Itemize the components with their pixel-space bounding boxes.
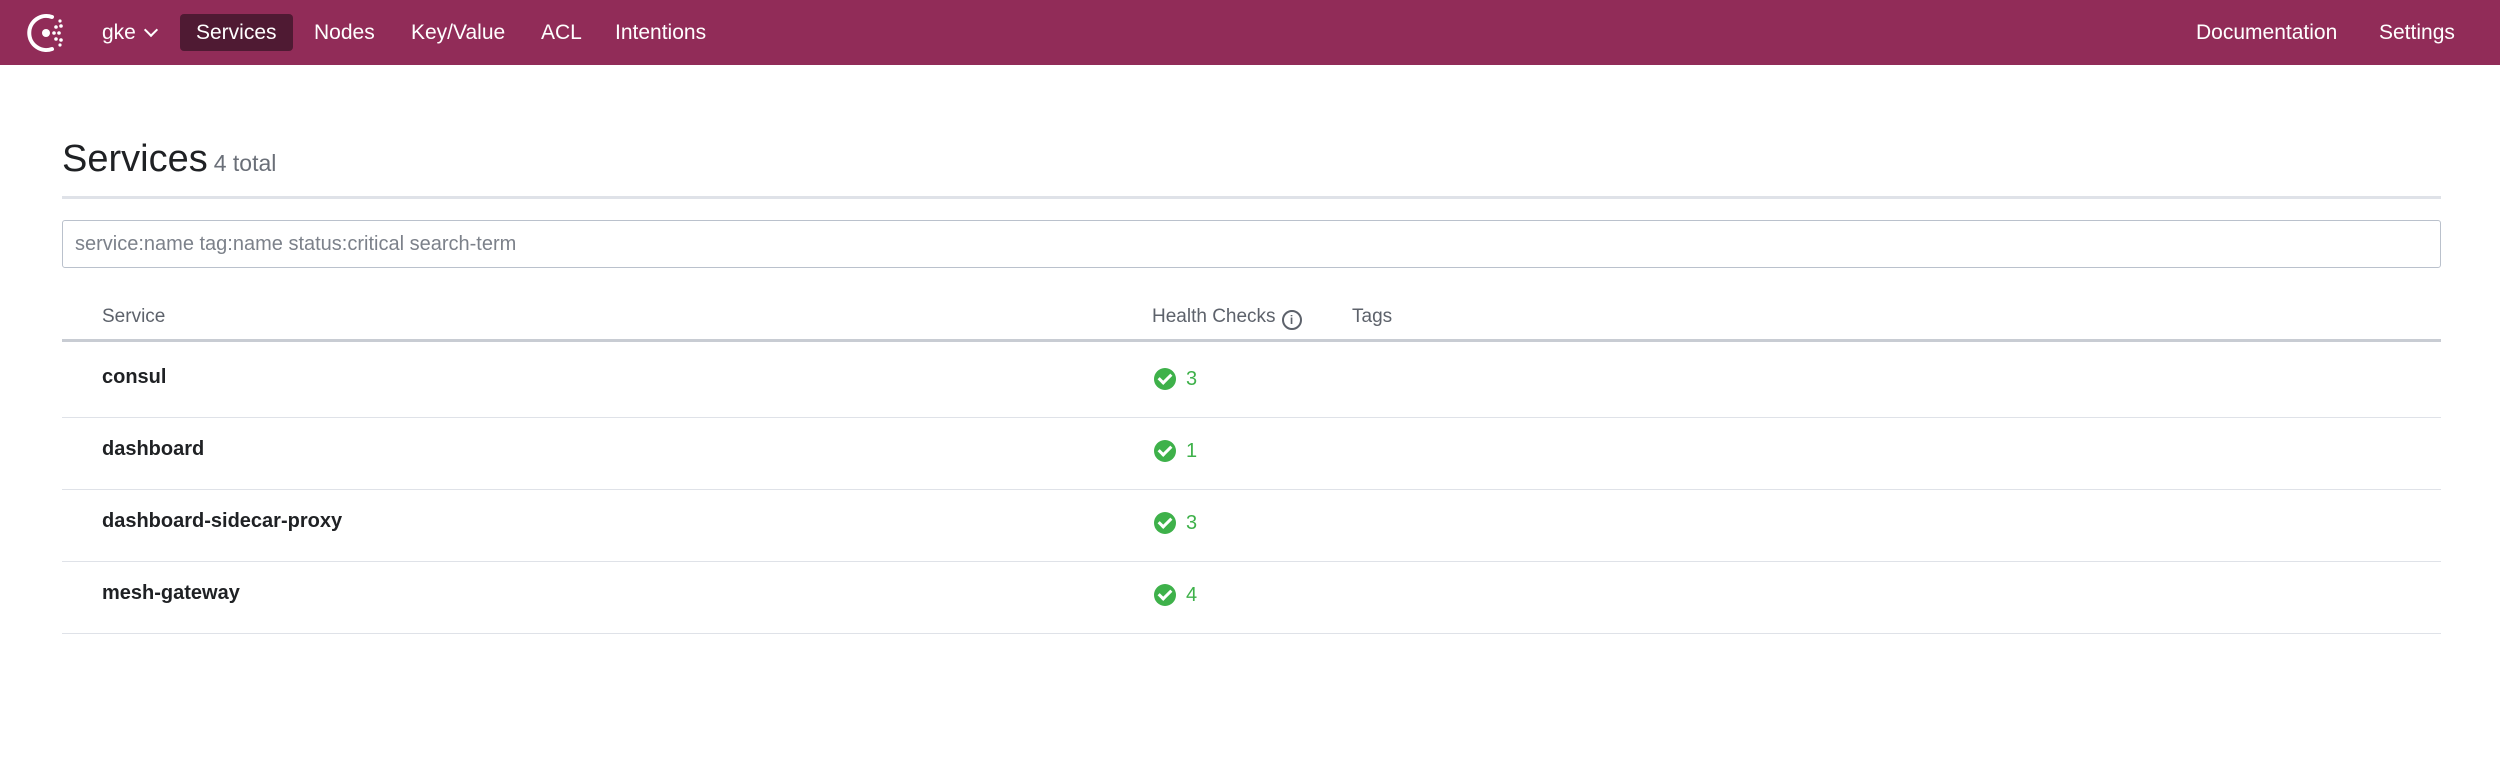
nav-acl[interactable]: ACL	[541, 21, 582, 44]
chevron-down-icon	[143, 22, 158, 38]
service-name[interactable]: mesh-gateway	[102, 582, 240, 604]
nav-documentation[interactable]: Documentation	[2196, 21, 2338, 44]
nav-key-value[interactable]: Key/Value	[411, 21, 506, 44]
health-check-count: 1	[1186, 439, 1198, 462]
health-checks: 3	[1154, 368, 1197, 390]
nav-nodes[interactable]: Nodes	[314, 21, 375, 44]
page-title: Services 4 total	[62, 138, 276, 181]
datacenter-dropdown[interactable]: gke	[86, 14, 172, 51]
table-row[interactable]: dashboard-sidecar-proxy 3	[62, 490, 2441, 562]
check-circle-icon	[1154, 512, 1176, 534]
table-row[interactable]: mesh-gateway 4	[62, 562, 2441, 634]
check-circle-icon	[1154, 584, 1176, 606]
service-name[interactable]: dashboard	[102, 438, 205, 460]
health-checks: 1	[1154, 440, 1197, 462]
datacenter-label: gke	[102, 21, 136, 44]
service-name[interactable]: dashboard-sidecar-proxy	[102, 510, 343, 532]
service-count: 4 total	[213, 150, 277, 176]
top-nav: gke Services Nodes Key/Value ACL Intenti…	[0, 0, 2500, 65]
info-icon[interactable]: i	[1281, 310, 1302, 330]
search-input[interactable]	[62, 220, 2441, 268]
health-check-count: 3	[1186, 367, 1198, 390]
health-checks-label: Health Checks	[1152, 306, 1276, 327]
table-row[interactable]: consul 3	[62, 346, 2441, 418]
nav-services[interactable]: Services	[180, 14, 293, 51]
nav-settings[interactable]: Settings	[2379, 21, 2455, 44]
page-title-text: Services	[62, 138, 208, 180]
check-circle-icon	[1154, 368, 1176, 390]
column-header-tags: Tags	[1352, 306, 1393, 327]
health-check-count: 3	[1186, 511, 1198, 534]
divider	[62, 196, 2441, 199]
column-header-health-checks: Health Checks i	[1152, 306, 1302, 330]
consul-logo-icon[interactable]	[26, 12, 70, 54]
service-name[interactable]: consul	[102, 366, 167, 388]
column-header-service[interactable]: Service	[102, 306, 166, 327]
check-circle-icon	[1154, 440, 1176, 462]
nav-intentions[interactable]: Intentions	[615, 21, 707, 44]
header-divider	[62, 339, 2441, 342]
health-checks: 4	[1154, 584, 1197, 606]
table-row[interactable]: dashboard 1	[62, 418, 2441, 490]
health-checks: 3	[1154, 512, 1197, 534]
health-check-count: 4	[1186, 583, 1198, 606]
